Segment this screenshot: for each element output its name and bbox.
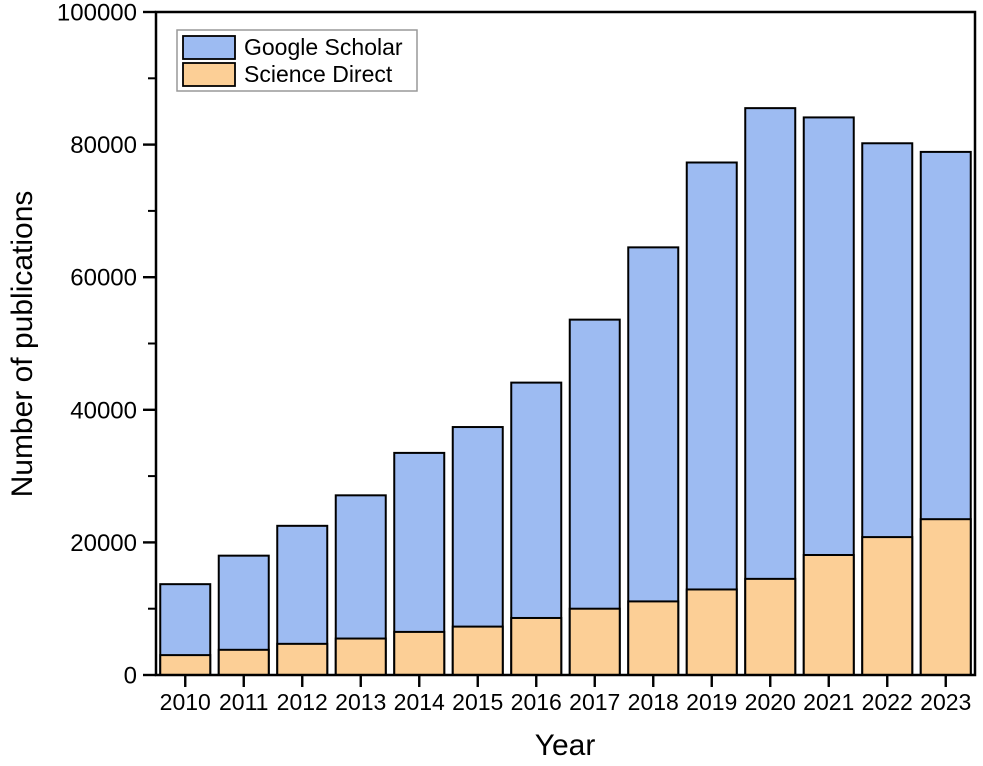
y-axis-tick-label: 60000	[70, 265, 137, 292]
y-axis-tick-label: 40000	[70, 397, 137, 424]
bar-science-direct-2010	[159, 654, 212, 676]
x-axis-tick-label: 2023	[920, 689, 971, 715]
bar-science-direct-2023	[919, 518, 972, 676]
legend: Google Scholar Science Direct	[176, 29, 418, 92]
bar-science-direct-2015	[451, 625, 504, 677]
y-axis-title: Number of publications	[6, 191, 39, 498]
y-axis-tick-label: 100000	[57, 0, 137, 27]
x-axis-tick-label: 2018	[628, 689, 679, 715]
legend-swatch-science-direct	[182, 62, 236, 87]
bar-science-direct-2017	[568, 607, 621, 677]
legend-swatch-google-scholar	[182, 35, 236, 60]
bar-science-direct-2013	[334, 637, 387, 676]
y-axis-tick-label: 20000	[70, 530, 137, 557]
bar-science-direct-2020	[744, 577, 797, 676]
x-axis-tick-label: 2019	[686, 689, 737, 715]
x-axis-tick-label: 2020	[745, 689, 796, 715]
legend-label-science-direct: Science Direct	[244, 61, 393, 87]
x-axis-title: Year	[535, 729, 596, 762]
x-axis-tick-label: 2017	[569, 689, 620, 715]
bar-science-direct-2011	[217, 648, 270, 677]
bar-science-direct-2018	[627, 600, 680, 676]
bar-science-direct-2021	[802, 553, 855, 677]
bar-science-direct-2012	[276, 642, 329, 676]
x-axis-tick-label: 2012	[277, 689, 328, 715]
bar-science-direct-2016	[510, 616, 563, 676]
bars-group	[159, 107, 972, 677]
x-axis-tick-label: 2016	[511, 689, 562, 715]
bar-science-direct-2019	[685, 588, 738, 677]
x-axis-tick-label: 2015	[452, 689, 503, 715]
x-axis-tick-label: 2013	[335, 689, 386, 715]
x-axis-tick-label: 2010	[160, 689, 211, 715]
x-axis-tick-label: 2022	[862, 689, 913, 715]
y-axis-tick-label: 80000	[70, 132, 137, 159]
bar-science-direct-2014	[393, 630, 446, 677]
axes-ticks-group: 0 20000 40000 60000 80000 100000 2010 2011 2012 2…	[57, 0, 971, 715]
x-axis-tick-label: 2014	[394, 689, 445, 715]
x-axis-tick-label: 2021	[803, 689, 854, 715]
bar-science-direct-2022	[861, 536, 914, 677]
y-axis-tick-label: 0	[124, 663, 137, 690]
x-axis-tick-label: 2011	[219, 689, 268, 715]
legend-label-google-scholar: Google Scholar	[244, 34, 403, 60]
